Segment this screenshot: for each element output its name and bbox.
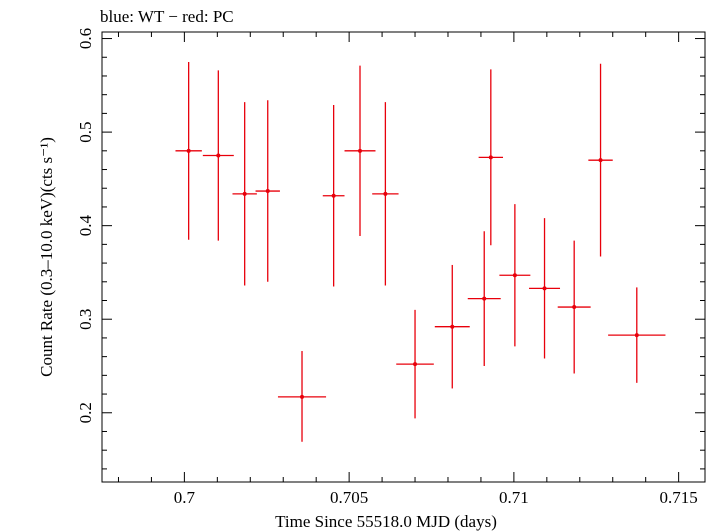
point-marker (331, 193, 336, 198)
y-tick-label: 0.6 (76, 28, 95, 49)
point-marker (542, 286, 547, 291)
data-point (467, 231, 501, 366)
x-tick-label: 0.71 (499, 488, 529, 507)
point-marker (572, 305, 577, 310)
x-tick-labels: 0.7 0.705 0.71 0.715 (174, 488, 698, 507)
y-tick-label: 0.4 (76, 215, 95, 237)
data-point (322, 104, 345, 287)
point-marker (242, 191, 247, 196)
y-axis-label: Count Rate (0.3–10.0 keV)(cts s⁻¹) (37, 137, 56, 377)
data-point (372, 102, 399, 286)
point-marker (186, 148, 191, 153)
y-tick-label: 0.3 (76, 309, 95, 330)
data-point (557, 240, 591, 374)
data-point (478, 69, 504, 246)
x-tick-label: 0.705 (330, 488, 368, 507)
point-marker (383, 191, 388, 196)
point-marker (413, 362, 418, 367)
data-point (499, 204, 531, 347)
data-point (588, 63, 613, 257)
y-tick-label: 0.5 (76, 121, 95, 142)
y-tick-labels: 0.2 0.3 0.4 0.5 0.6 (76, 28, 95, 423)
point-marker (512, 273, 517, 278)
point-marker (216, 153, 221, 158)
data-point (344, 65, 376, 236)
point-marker (634, 333, 639, 338)
point-marker (300, 394, 305, 399)
x-axis-label: Time Since 55518.0 MJD (days) (275, 512, 497, 531)
data-point (175, 61, 202, 240)
chart-title: blue: WT − red: PC (100, 7, 234, 26)
axis-ticks (102, 32, 705, 482)
data-points (175, 61, 666, 442)
data-point (255, 100, 280, 282)
x-tick-label: 0.715 (660, 488, 698, 507)
data-point (529, 218, 561, 359)
point-marker (450, 324, 455, 329)
point-marker (482, 296, 487, 301)
data-point (434, 264, 470, 389)
point-marker (598, 158, 603, 163)
data-point (232, 102, 257, 286)
point-marker (488, 155, 493, 160)
point-marker (358, 148, 363, 153)
data-point (202, 70, 234, 241)
y-tick-label: 0.2 (76, 402, 95, 423)
data-point (277, 351, 327, 442)
point-marker (265, 189, 270, 194)
plot-frame (101, 31, 706, 483)
data-point (608, 287, 666, 383)
data-point (396, 309, 434, 419)
x-tick-label: 0.7 (174, 488, 196, 507)
